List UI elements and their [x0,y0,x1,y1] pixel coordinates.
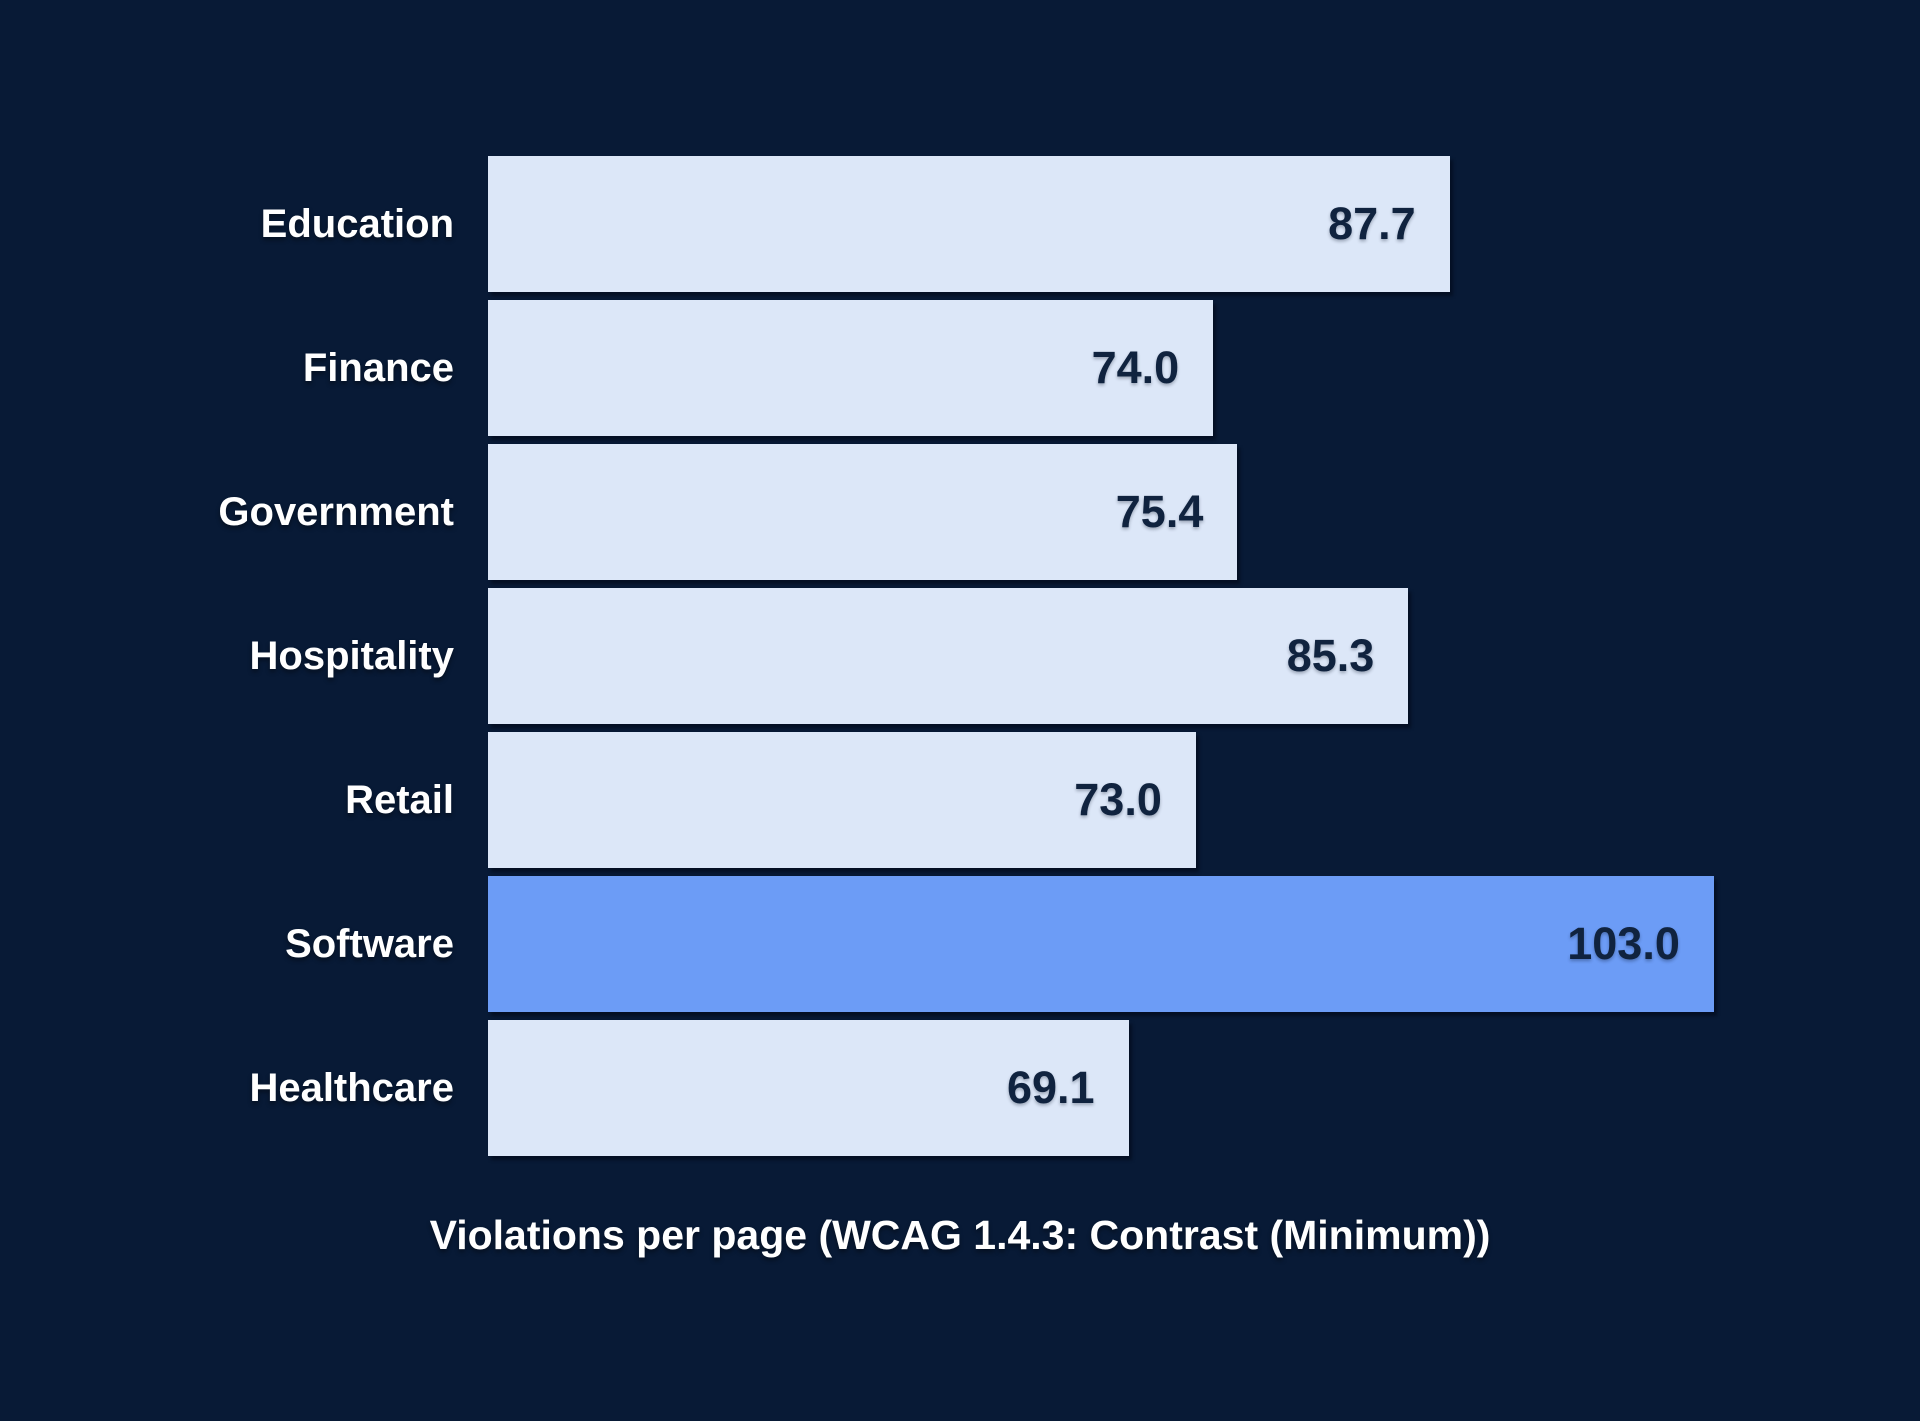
bar-track: 69.1 [488,1016,1726,1160]
bar-value-label: 85.3 [1286,630,1375,681]
bar: 73.0 [488,732,1196,868]
bar-track: 103.0 [488,872,1726,1016]
bar: 85.3 [488,588,1409,724]
category-label: Hospitality [249,633,454,678]
bar-track: 87.7 [488,152,1726,296]
bar: 69.1 [488,1020,1129,1156]
bar-highlighted: 103.0 [488,876,1714,1012]
bar-value-label: 103.0 [1567,918,1680,969]
bar: 74.0 [488,300,1214,436]
bar-value-label: 74.0 [1091,342,1180,393]
plot-row: Government 75.4 [0,440,1726,584]
bar-value-label: 73.0 [1074,774,1162,825]
bar-value-label: 75.4 [1115,486,1204,537]
category-label: Finance [302,345,454,390]
category-label: Retail [345,777,454,822]
bar-track: 75.4 [488,440,1726,584]
category-label: Software [285,921,454,966]
plot-row: Healthcare 69.1 [0,1016,1726,1160]
plot-row: Hospitality 85.3 [0,584,1726,728]
bar-track: 73.0 [488,728,1726,872]
bar-value-label: 69.1 [1006,1062,1095,1113]
plot-row: Retail 73.0 [0,728,1726,872]
x-axis-label: Violations per page (WCAG 1.4.3: Contras… [429,1212,1491,1258]
bar-value-label: 87.7 [1328,198,1416,249]
category-label: Education [260,201,454,246]
bar-chart-plot-area: Education 87.7 Finance 74.0 Government 75.4 Ho… [0,152,1726,1160]
plot-row: Software 103.0 [0,872,1726,1016]
bar: 87.7 [488,156,1450,292]
bar-track: 74.0 [488,296,1726,440]
plot-row: Finance 74.0 [0,296,1726,440]
bar: 75.4 [488,444,1238,580]
bar-track: 85.3 [488,584,1726,728]
category-label: Healthcare [249,1065,454,1110]
category-label: Government [218,489,454,534]
plot-row: Education 87.7 [0,152,1726,296]
